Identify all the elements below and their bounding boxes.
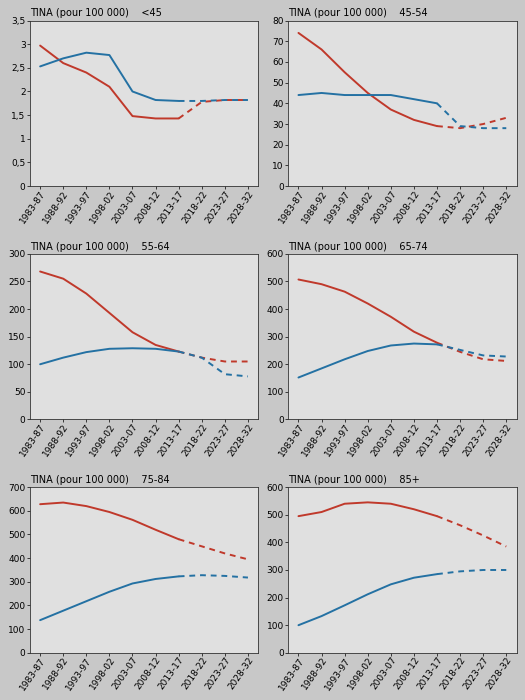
Text: TINA (pour 100 000)    55-64: TINA (pour 100 000) 55-64 (30, 241, 170, 252)
Text: TINA (pour 100 000)    65-74: TINA (pour 100 000) 65-74 (288, 241, 428, 252)
Text: TINA (pour 100 000)    85+: TINA (pour 100 000) 85+ (288, 475, 420, 485)
Text: TINA (pour 100 000)    75-84: TINA (pour 100 000) 75-84 (30, 475, 170, 485)
Text: TINA (pour 100 000)    45-54: TINA (pour 100 000) 45-54 (288, 8, 428, 18)
Text: TINA (pour 100 000)    <45: TINA (pour 100 000) <45 (30, 8, 162, 18)
